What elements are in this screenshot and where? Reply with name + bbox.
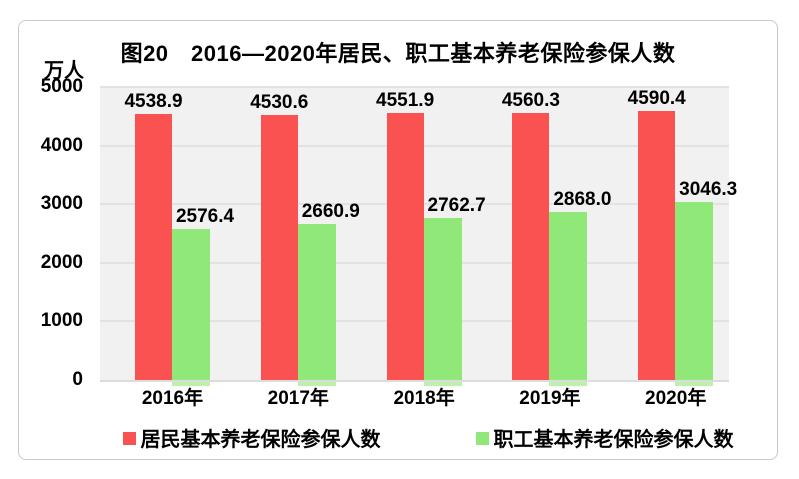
employees-bar-2018年 — [423, 218, 462, 386]
x-axis-labels: 2016年 2017年 2018年 2019年 2020年 — [100, 387, 729, 411]
y-tick-label-5000: 5000 — [40, 76, 83, 97]
residents-value-label-2019年: 4560.3 — [501, 89, 560, 111]
legend-item-residents: 居民基本养老保险参保人数 — [122, 426, 381, 451]
employees-value-label-2018年: 2762.7 — [427, 195, 486, 217]
legend-label-employees: 职工基本养老保险参保人数 — [493, 428, 734, 451]
y-tick-label-1000: 1000 — [40, 310, 83, 332]
y-tick-label-0: 0 — [72, 369, 83, 390]
employees-bar-2019年 — [549, 211, 588, 386]
employees-bar-underhang — [172, 382, 210, 386]
residents-bar-2019年 — [512, 112, 550, 380]
chart-frame: 图20 2016—2020年居民、职工基本养老保险参保人数 万人 0 1000 20… — [18, 20, 778, 460]
y-axis-unit-label: 万人 — [44, 60, 84, 82]
employees-bar-underhang — [549, 382, 588, 386]
chart-title: 图20 2016—2020年居民、职工基本养老保险参保人数 — [120, 41, 676, 66]
employees-value-label-2016年: 2576.4 — [175, 206, 235, 228]
y-axis-tick-labels: 0 1000 2000 3000 4000 5000 — [23, 76, 83, 390]
employees-bar-2016年 — [172, 229, 210, 386]
legend-swatch-employees — [475, 431, 489, 445]
chart-legend: 居民基本养老保险参保人数 职工基本养老保险参保人数 — [79, 426, 777, 451]
y-tick-label-3000: 3000 — [40, 193, 83, 215]
residents-bar-2018年 — [386, 113, 424, 380]
x-label-2019年: 2019年 — [519, 388, 581, 409]
y-tick-label-4000: 4000 — [40, 134, 83, 156]
employees-bar-underhang — [423, 382, 462, 386]
gridline-5000 — [100, 86, 729, 88]
employees-bar-2017年 — [297, 224, 336, 386]
residents-bar-2017年 — [260, 114, 298, 380]
x-label-2020年: 2020年 — [645, 388, 707, 409]
employees-bar-underhang — [675, 382, 714, 386]
x-label-2016年: 2016年 — [141, 388, 204, 409]
employees-value-label-2020年: 3046.3 — [679, 178, 738, 200]
residents-value-label-2018年: 4551.9 — [376, 90, 435, 112]
employees-value-label-2019年: 2868.0 — [553, 188, 612, 210]
residents-bar-2016年 — [135, 114, 172, 380]
x-label-2017年: 2017年 — [267, 388, 329, 409]
y-tick-label-2000: 2000 — [40, 251, 83, 273]
plot-area: 4538.9 2576.4 4530.6 2660.9 4551.9 2762.7 4560… — [100, 86, 737, 386]
x-label-2018年: 2018年 — [393, 388, 455, 409]
legend-item-employees: 职工基本养老保险参保人数 — [475, 426, 734, 451]
employees-bar-2020年 — [675, 201, 714, 386]
legend-swatch-residents — [122, 431, 136, 445]
legend-label-residents: 居民基本养老保险参保人数 — [140, 428, 381, 451]
employees-value-label-2017年: 2660.9 — [301, 201, 360, 223]
residents-value-label-2020年: 4590.4 — [627, 88, 686, 110]
residents-value-label-2017年: 4530.6 — [250, 91, 309, 113]
residents-value-label-2016年: 4538.9 — [124, 91, 183, 113]
employees-bar-underhang — [297, 382, 336, 386]
residents-bar-2020年 — [638, 111, 676, 380]
